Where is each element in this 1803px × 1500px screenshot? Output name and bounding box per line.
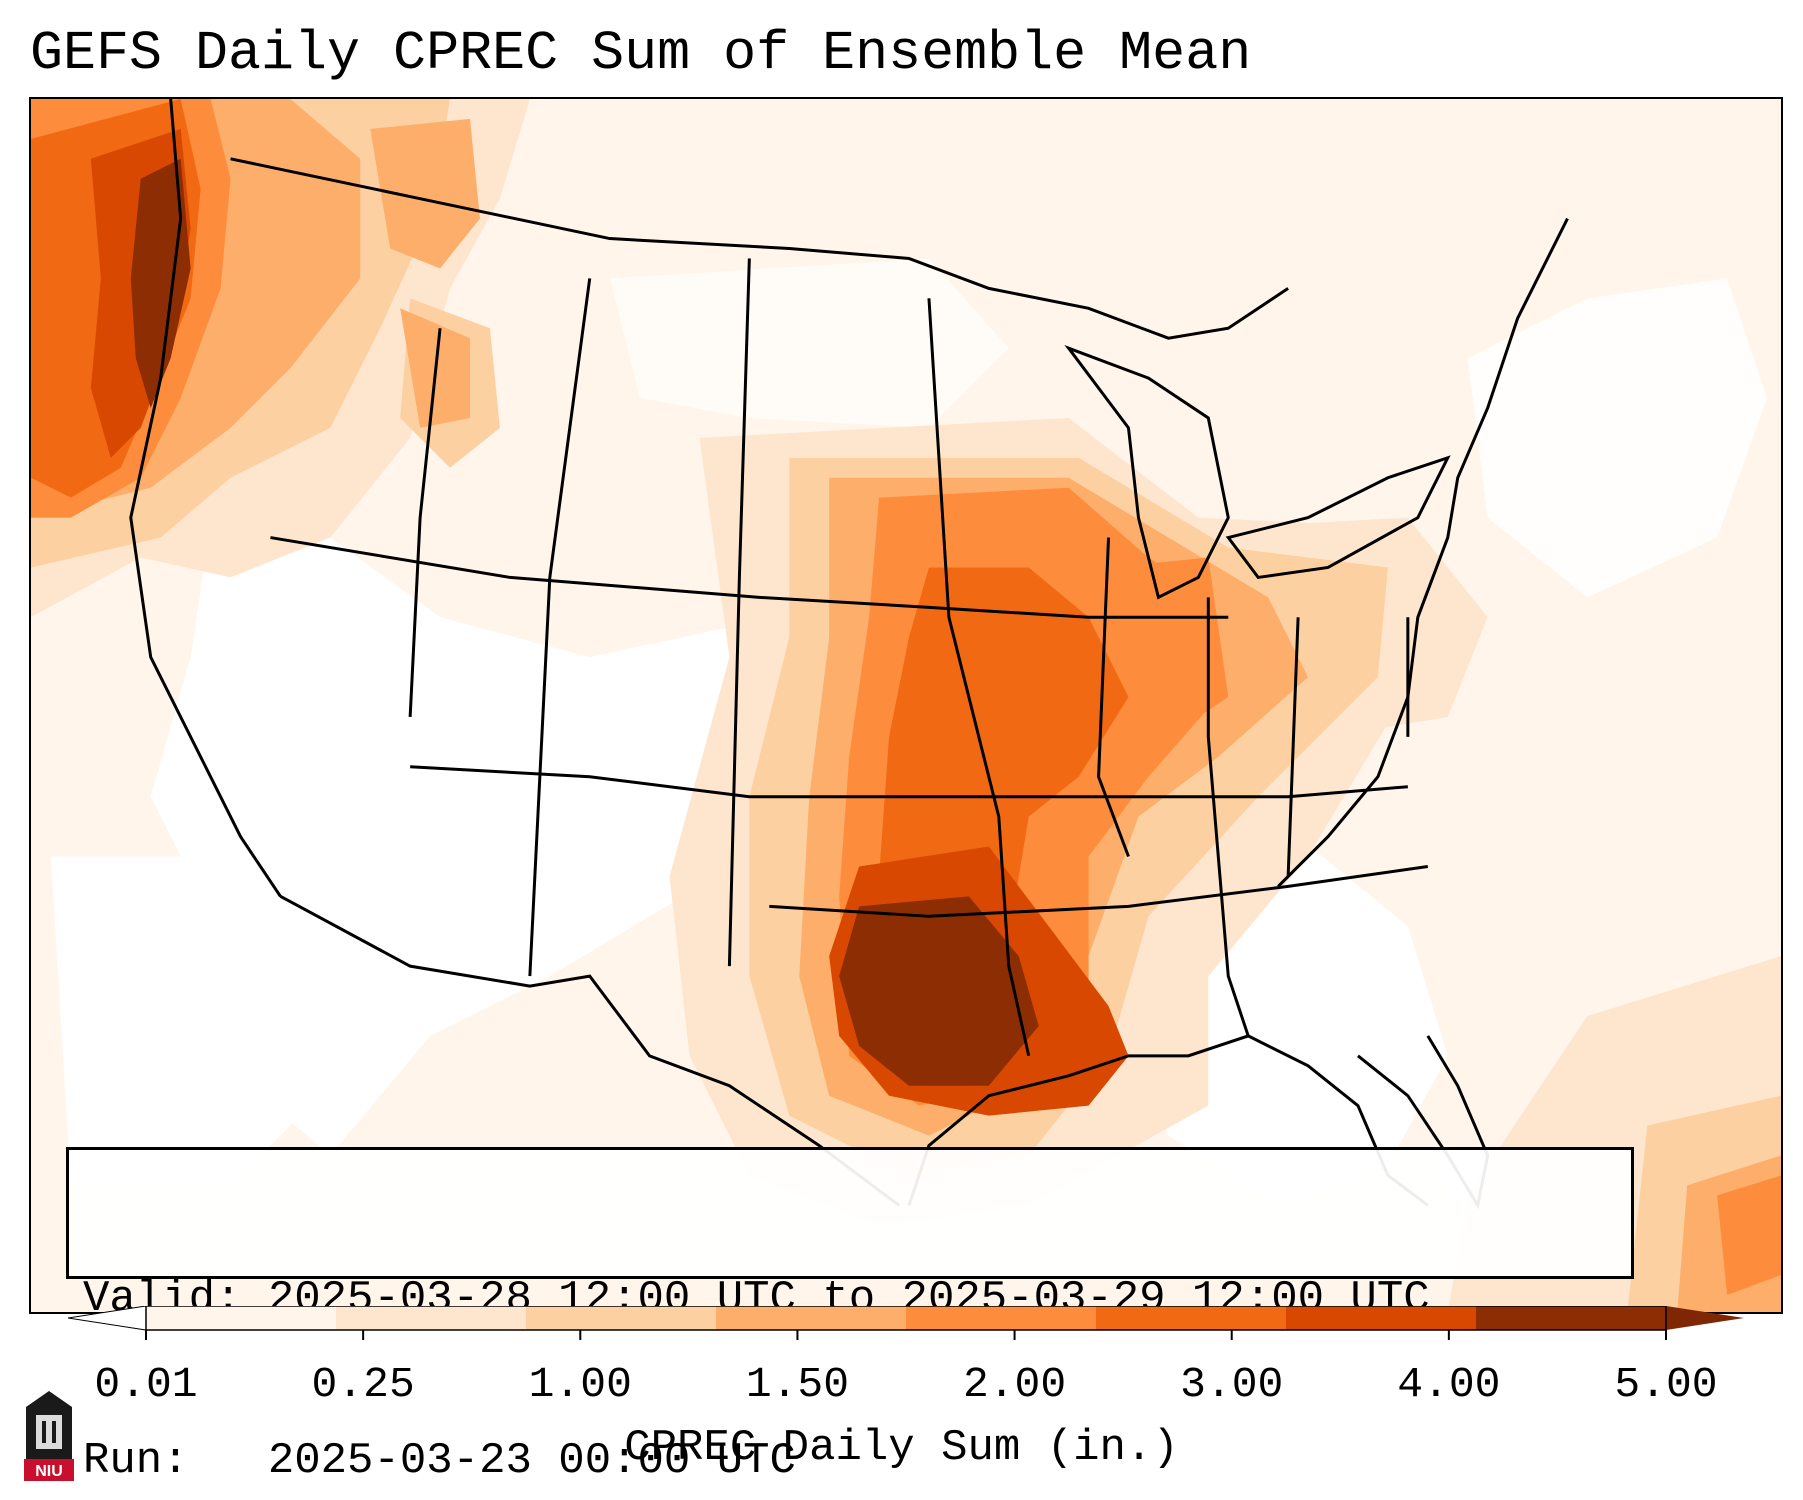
colorbar-axis-label: CPREC Daily Sum (in.): [624, 1423, 1179, 1473]
precipitation-map[interactable]: [29, 97, 1783, 1314]
colorbar-ticks: [145, 1330, 1667, 1340]
colorbar: [68, 1306, 1744, 1340]
extreme-precip-areas: [130, 158, 1039, 1086]
colorbar-segment: [1286, 1306, 1477, 1330]
colorbar-segment: [1096, 1306, 1287, 1330]
chart-title: GEFS Daily CPREC Sum of Ensemble Mean: [30, 22, 1252, 85]
logo-window-bar-icon: [42, 1421, 46, 1443]
run-line: Run: 2025-03-23 00:00 UTC: [83, 1434, 1631, 1488]
colorbar-segment: [1476, 1306, 1667, 1330]
colorbar-segment: [146, 1306, 337, 1330]
colorbar-segment: [906, 1306, 1097, 1330]
map-svg: [31, 99, 1781, 1312]
colorbar-tick-label: 2.00: [962, 1360, 1067, 1409]
colorbar-tick-label: 0.01: [94, 1360, 198, 1409]
political-borders: [129, 99, 1569, 1210]
colorbar-tick-label: 5.00: [1614, 1360, 1718, 1409]
colorbar-tick-label: 1.00: [528, 1360, 632, 1409]
logo-text: NIU: [35, 1463, 63, 1480]
colorbar-segments: [146, 1306, 1667, 1330]
logo-band: [24, 1459, 74, 1481]
colorbar-segment: [336, 1306, 527, 1330]
logo-window-icon: [36, 1415, 62, 1449]
run-label: Run:: [83, 1436, 189, 1486]
colorbar-tick-label: 3.00: [1180, 1360, 1284, 1409]
niu-logo: NIU: [24, 1391, 74, 1481]
run-value: 2025-03-23 00:00 UTC: [267, 1436, 796, 1486]
logo-window-bar-icon: [52, 1421, 56, 1443]
colorbar-segment: [526, 1306, 717, 1330]
colorbar-under-arrow: [68, 1306, 147, 1331]
colorbar-outline: [145, 1306, 1667, 1331]
colorbar-tick-label: 4.00: [1397, 1360, 1501, 1409]
colorbar-over-arrow: [1666, 1306, 1744, 1330]
colorbar-tick-label: 1.50: [745, 1360, 850, 1409]
colorbar-segment: [716, 1306, 907, 1330]
colorbar-tick-label: 0.25: [311, 1360, 415, 1409]
valid-run-info-box: Valid: 2025-03-28 12:00 UTC to 2025-03-2…: [66, 1147, 1634, 1486]
